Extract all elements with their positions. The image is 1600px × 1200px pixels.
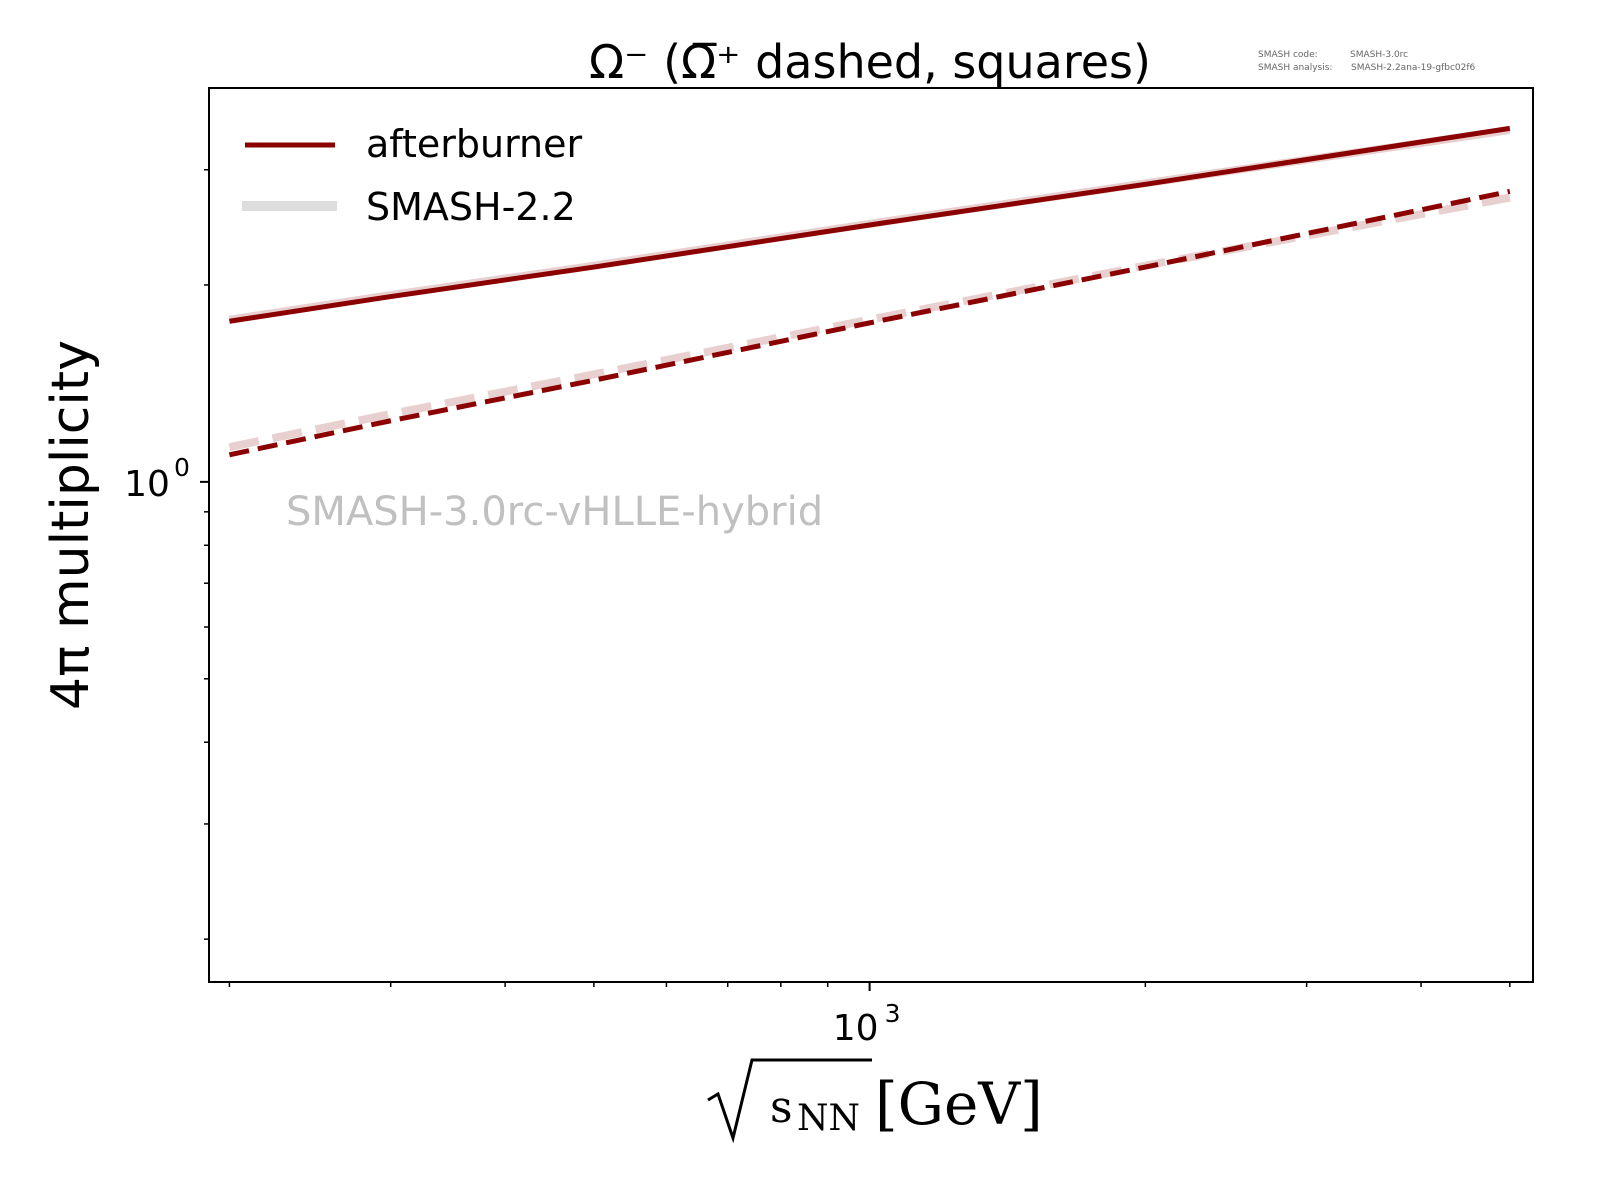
smash-analysis-value: SMASH-2.2ana-19-gfbc02f6 bbox=[1351, 63, 1476, 73]
x-label-var: s bbox=[770, 1082, 793, 1133]
chart-title: Ω⁻ (Ω̅⁺ dashed, squares) bbox=[589, 35, 1151, 89]
x-tick-label-exponent: 3 bbox=[885, 999, 901, 1028]
y-tick-label-exponent: 0 bbox=[174, 453, 190, 482]
x-axis-label: s NN [GeV] bbox=[707, 1058, 1043, 1144]
series-line-afterburner-solid bbox=[229, 125, 1511, 324]
watermark: SMASH-3.0rc-vHLLE-hybrid bbox=[286, 489, 823, 535]
smash-code-value: SMASH-3.0rc bbox=[1350, 50, 1408, 60]
series-lines bbox=[228, 125, 1511, 458]
sqrt-sign bbox=[707, 1058, 872, 1144]
axis-ticks: 10 310 0 bbox=[124, 168, 1511, 1049]
y-tick-label: 10 bbox=[124, 464, 170, 505]
x-label-sub: NN bbox=[797, 1098, 860, 1139]
x-label-unit: [GeV] bbox=[875, 1070, 1043, 1138]
x-tick-label: 10 bbox=[833, 1008, 879, 1049]
legend-label-afterburner: afterburner bbox=[366, 122, 583, 166]
series-line-afterburner-dashed bbox=[228, 188, 1511, 458]
smash-code-label: SMASH code: bbox=[1258, 50, 1318, 60]
plot-frame bbox=[208, 87, 1534, 983]
y-axis-label: 4π multiplicity bbox=[41, 340, 101, 710]
smash-analysis-label: SMASH analysis: bbox=[1258, 63, 1332, 73]
legend-label-smash22: SMASH-2.2 bbox=[366, 185, 576, 229]
legend: afterburner SMASH-2.2 bbox=[242, 122, 583, 229]
